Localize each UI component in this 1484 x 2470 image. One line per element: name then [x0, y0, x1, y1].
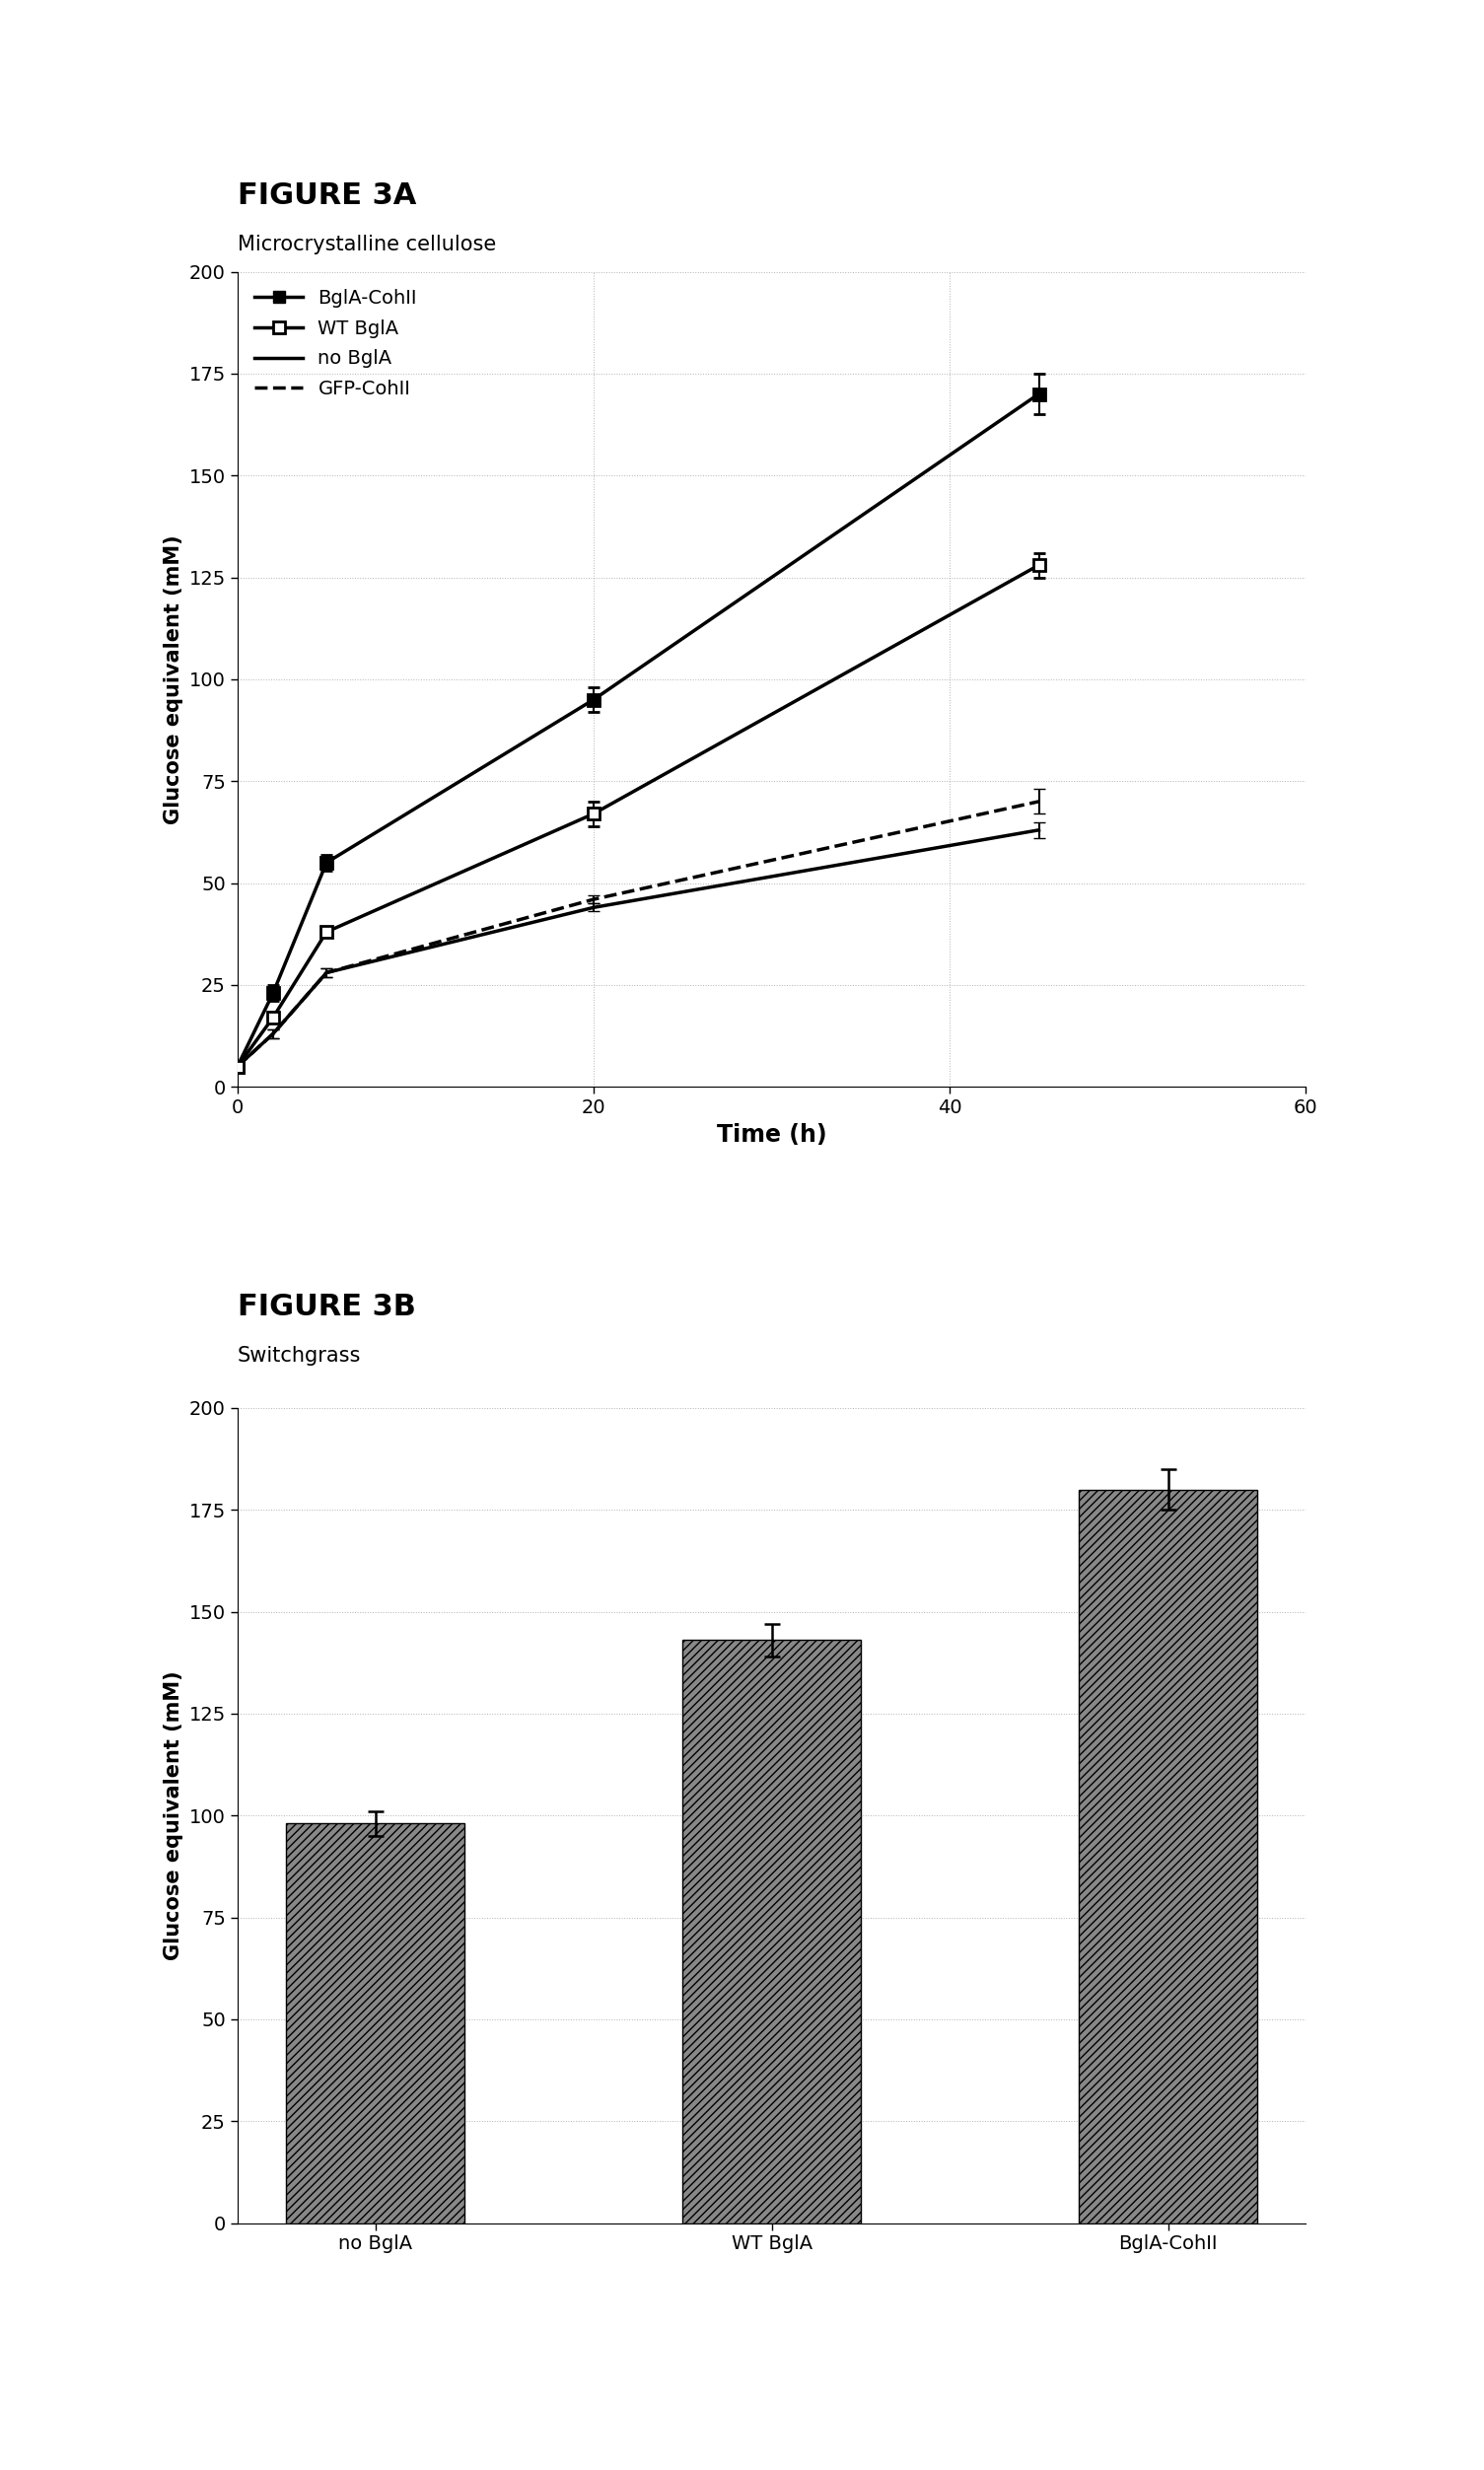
Legend: BglA-CohII, WT BglA, no BglA, GFP-CohII: BglA-CohII, WT BglA, no BglA, GFP-CohII: [246, 282, 424, 405]
GFP-CohII: [229, 1052, 246, 1082]
Text: Microcrystalline cellulose: Microcrystalline cellulose: [237, 235, 496, 254]
no BglA: [585, 892, 603, 921]
X-axis label: Time (h): Time (h): [717, 1124, 827, 1146]
Bar: [286, 1823, 464, 2223]
GFP-CohII: [1030, 785, 1048, 815]
no BglA: [264, 1020, 282, 1050]
GFP-CohII: [264, 1020, 282, 1050]
Y-axis label: Glucose equivalent (mM): Glucose equivalent (mM): [163, 534, 184, 825]
Line: GFP-CohII: GFP-CohII: [237, 800, 1039, 1067]
GFP-CohII: [318, 958, 335, 988]
Line: no BglA: no BglA: [237, 830, 1039, 1067]
GFP-CohII: [585, 884, 603, 914]
no BglA: [318, 958, 335, 988]
Text: Switchgrass: Switchgrass: [237, 1346, 361, 1366]
Y-axis label: Glucose equivalent (mM): Glucose equivalent (mM): [163, 1670, 184, 1961]
Text: FIGURE 3B: FIGURE 3B: [237, 1292, 416, 1321]
Bar: [683, 1640, 861, 2223]
no BglA: [229, 1052, 246, 1082]
Text: FIGURE 3A: FIGURE 3A: [237, 180, 417, 210]
no BglA: [1030, 815, 1048, 845]
Bar: [1079, 1489, 1257, 2223]
